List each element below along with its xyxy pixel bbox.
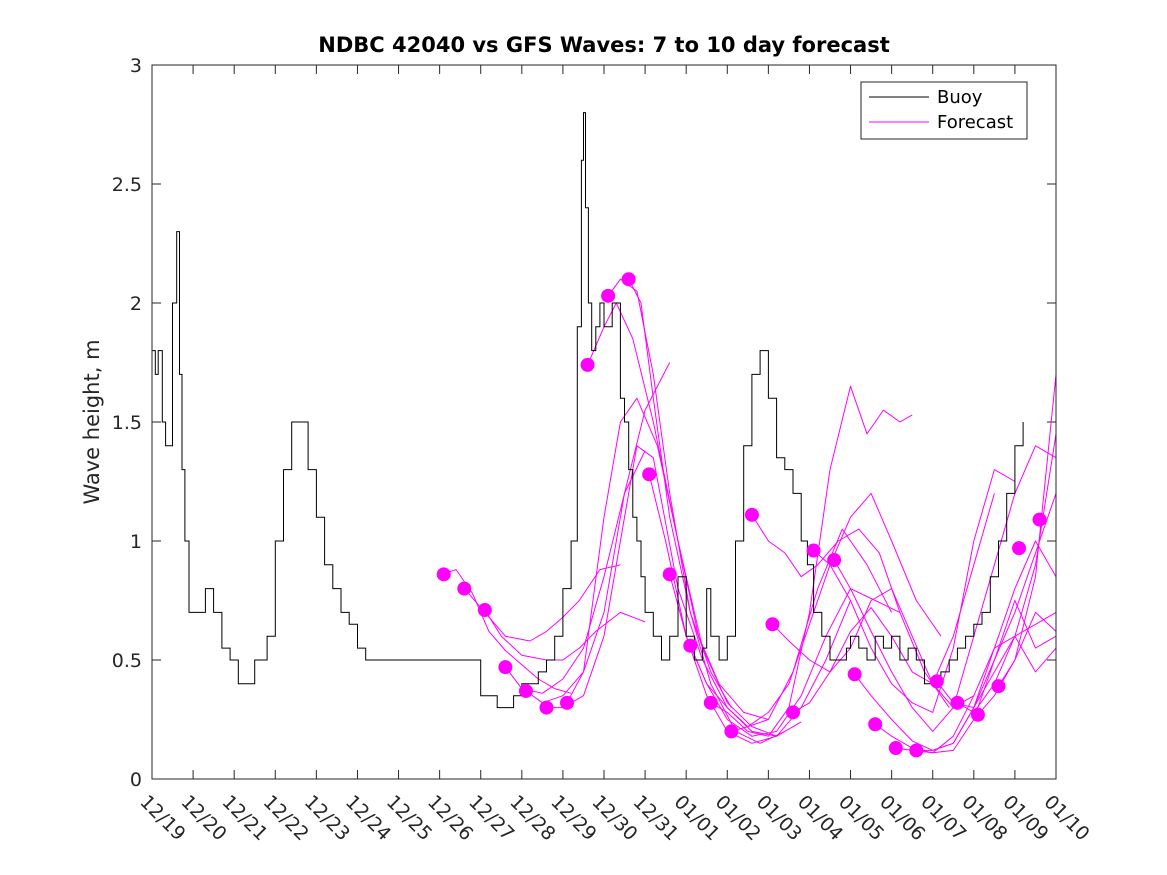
y-tick-label: 3: [130, 55, 142, 77]
forecast-marker: [601, 288, 616, 303]
forecast-line: [484, 609, 646, 661]
forecast-marker: [827, 553, 842, 568]
forecast-marker: [1032, 512, 1047, 527]
forecast-marker: [744, 507, 759, 522]
plot-area: [152, 65, 1056, 779]
legend-label-buoy: Buoy: [937, 87, 983, 108]
forecast-marker: [436, 567, 451, 582]
forecast-line: [546, 445, 802, 737]
forecast-line: [833, 445, 1057, 732]
forecast-marker: [498, 660, 513, 675]
forecast-marker: [662, 567, 677, 582]
forecast-marker: [868, 717, 883, 732]
y-tick-label: 1.5: [112, 412, 142, 434]
forecast-line: [916, 493, 1057, 751]
forecast-marker: [847, 667, 862, 682]
forecast-line: [628, 278, 786, 744]
forecast-line: [710, 385, 913, 737]
forecast-marker: [929, 674, 944, 689]
forecast-marker: [950, 695, 965, 710]
axis-ticks: [151, 64, 1057, 780]
forecast-marker: [580, 357, 595, 372]
legend-label-forecast: Forecast: [937, 112, 1013, 133]
forecast-marker: [539, 700, 554, 715]
y-tick-label: 2: [130, 293, 142, 315]
y-tick-label: 2.5: [112, 174, 142, 196]
forecast-marker: [477, 603, 492, 618]
forecast-marker: [991, 679, 1006, 694]
forecast-marker: [970, 707, 985, 722]
chart-title: NDBC 42040 vs GFS Waves: 7 to 10 day for…: [318, 33, 889, 57]
forecast-marker: [909, 743, 924, 758]
forecast-marker: [642, 467, 657, 482]
forecast-line: [566, 397, 777, 737]
legend-box: [860, 81, 1028, 140]
forecast-line: [874, 600, 1057, 754]
forecast-line: [648, 474, 851, 744]
forecast-marker: [621, 272, 636, 287]
y-tick-label: 1: [130, 531, 142, 553]
y-tick-label: 0.5: [112, 650, 142, 672]
forecast-marker: [765, 617, 780, 632]
forecast-line: [998, 374, 1057, 687]
forecast-marker: [806, 543, 821, 558]
forecast-marker: [457, 581, 472, 596]
axes-box: [151, 64, 1057, 780]
forecast-line: [587, 302, 769, 720]
buoy-line: [152, 112, 1024, 709]
y-tick-label: 0: [130, 769, 142, 791]
forecast-line: [751, 514, 950, 708]
forecast-marker: [518, 683, 533, 698]
legend: Buoy Forecast: [860, 81, 1028, 140]
forecast-line: [441, 569, 572, 694]
y-axis-label: Wave height, m: [80, 339, 104, 504]
forecast-marker: [1012, 541, 1027, 556]
forecast-marker: [724, 724, 739, 739]
forecast-marker: [703, 695, 718, 710]
forecast-marker: [786, 705, 801, 720]
forecast-marker: [560, 695, 575, 710]
y-tick-labels: 0 0.5 1 1.5 2 2.5 3: [112, 55, 142, 791]
series-layer: [152, 112, 1057, 758]
forecast-marker: [683, 638, 698, 653]
forecast-line: [813, 469, 1016, 713]
forecast-marker: [888, 741, 903, 756]
